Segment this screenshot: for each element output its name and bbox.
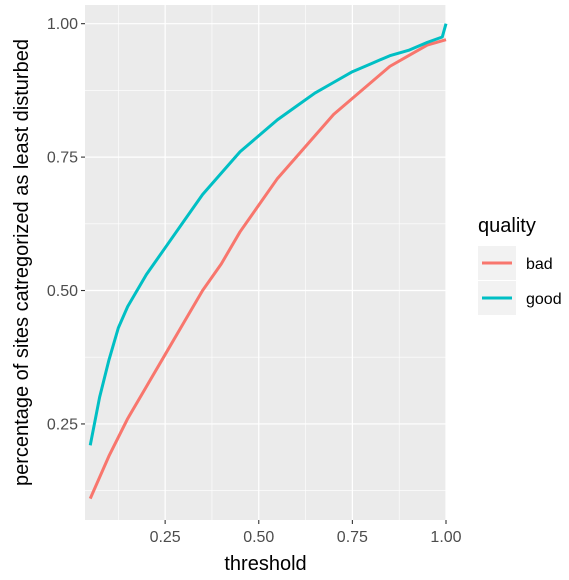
y-axis-title: percentage of sites catregorized as leas… [11,39,33,486]
x-tick-label: 0.25 [150,529,181,546]
x-axis-ticks: 0.25 0.50 0.75 1.00 [150,520,462,546]
legend: quality bad good [478,215,562,315]
x-tick-label: 0.50 [243,529,274,546]
series-line-bad [88,38,447,500]
series-lines [88,23,448,500]
y-axis-ticks: 0.25 0.50 0.75 1.00 [47,16,85,433]
x-axis-title: threshold [224,553,306,575]
legend-label-good: good [526,291,562,308]
x-tick-label: 1.00 [430,529,461,546]
legend-title: quality [478,215,536,237]
legend-label-bad: bad [526,256,553,273]
major-gridlines [85,5,447,520]
x-tick-label: 0.75 [337,529,368,546]
y-tick-label: 0.50 [47,283,78,300]
series-line-good [88,23,448,446]
y-tick-label: 1.00 [47,16,78,33]
panel-background [85,5,446,520]
y-tick-label: 0.25 [47,416,78,433]
y-tick-label: 0.75 [47,150,78,167]
